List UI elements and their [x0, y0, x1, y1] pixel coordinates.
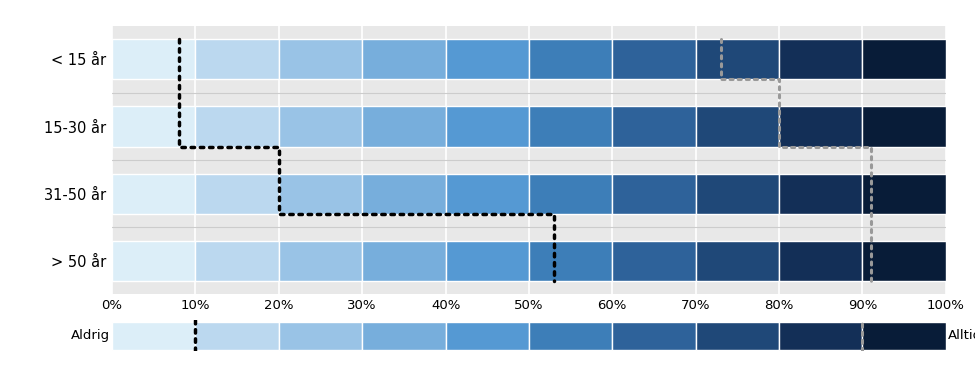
Bar [779, 241, 863, 281]
Bar [363, 322, 446, 350]
Text: Aldrig: Aldrig [70, 329, 109, 342]
Bar [112, 241, 195, 281]
Bar [863, 241, 946, 281]
Bar [612, 39, 696, 79]
Bar [779, 174, 863, 214]
Bar [612, 174, 696, 214]
Bar [528, 39, 612, 79]
Bar [446, 241, 528, 281]
Bar [779, 322, 863, 350]
Bar [112, 322, 195, 350]
Bar [279, 39, 363, 79]
Bar [528, 106, 612, 147]
Bar [528, 241, 612, 281]
Bar [112, 106, 195, 147]
Bar [446, 39, 528, 79]
Bar [195, 39, 279, 79]
Bar [696, 39, 779, 79]
Bar [863, 106, 946, 147]
Bar [528, 322, 612, 350]
Bar [446, 322, 528, 350]
Bar [195, 106, 279, 147]
Bar [279, 241, 363, 281]
Bar [279, 322, 363, 350]
Bar [863, 174, 946, 214]
Bar [528, 174, 612, 214]
Bar [446, 106, 528, 147]
Bar [112, 174, 195, 214]
Bar [779, 106, 863, 147]
Bar [112, 39, 195, 79]
Bar [612, 241, 696, 281]
Bar [195, 174, 279, 214]
Text: Alltid: Alltid [949, 329, 975, 342]
Bar [195, 322, 279, 350]
Bar [363, 241, 446, 281]
Bar [363, 174, 446, 214]
Bar [612, 322, 696, 350]
Bar [863, 322, 946, 350]
Bar [446, 174, 528, 214]
Bar [779, 39, 863, 79]
Bar [363, 106, 446, 147]
Bar [696, 106, 779, 147]
Bar [363, 39, 446, 79]
Bar [863, 39, 946, 79]
Bar [696, 322, 779, 350]
Bar [612, 106, 696, 147]
Bar [696, 174, 779, 214]
Bar [195, 241, 279, 281]
Bar [279, 106, 363, 147]
Bar [279, 174, 363, 214]
Bar [696, 241, 779, 281]
